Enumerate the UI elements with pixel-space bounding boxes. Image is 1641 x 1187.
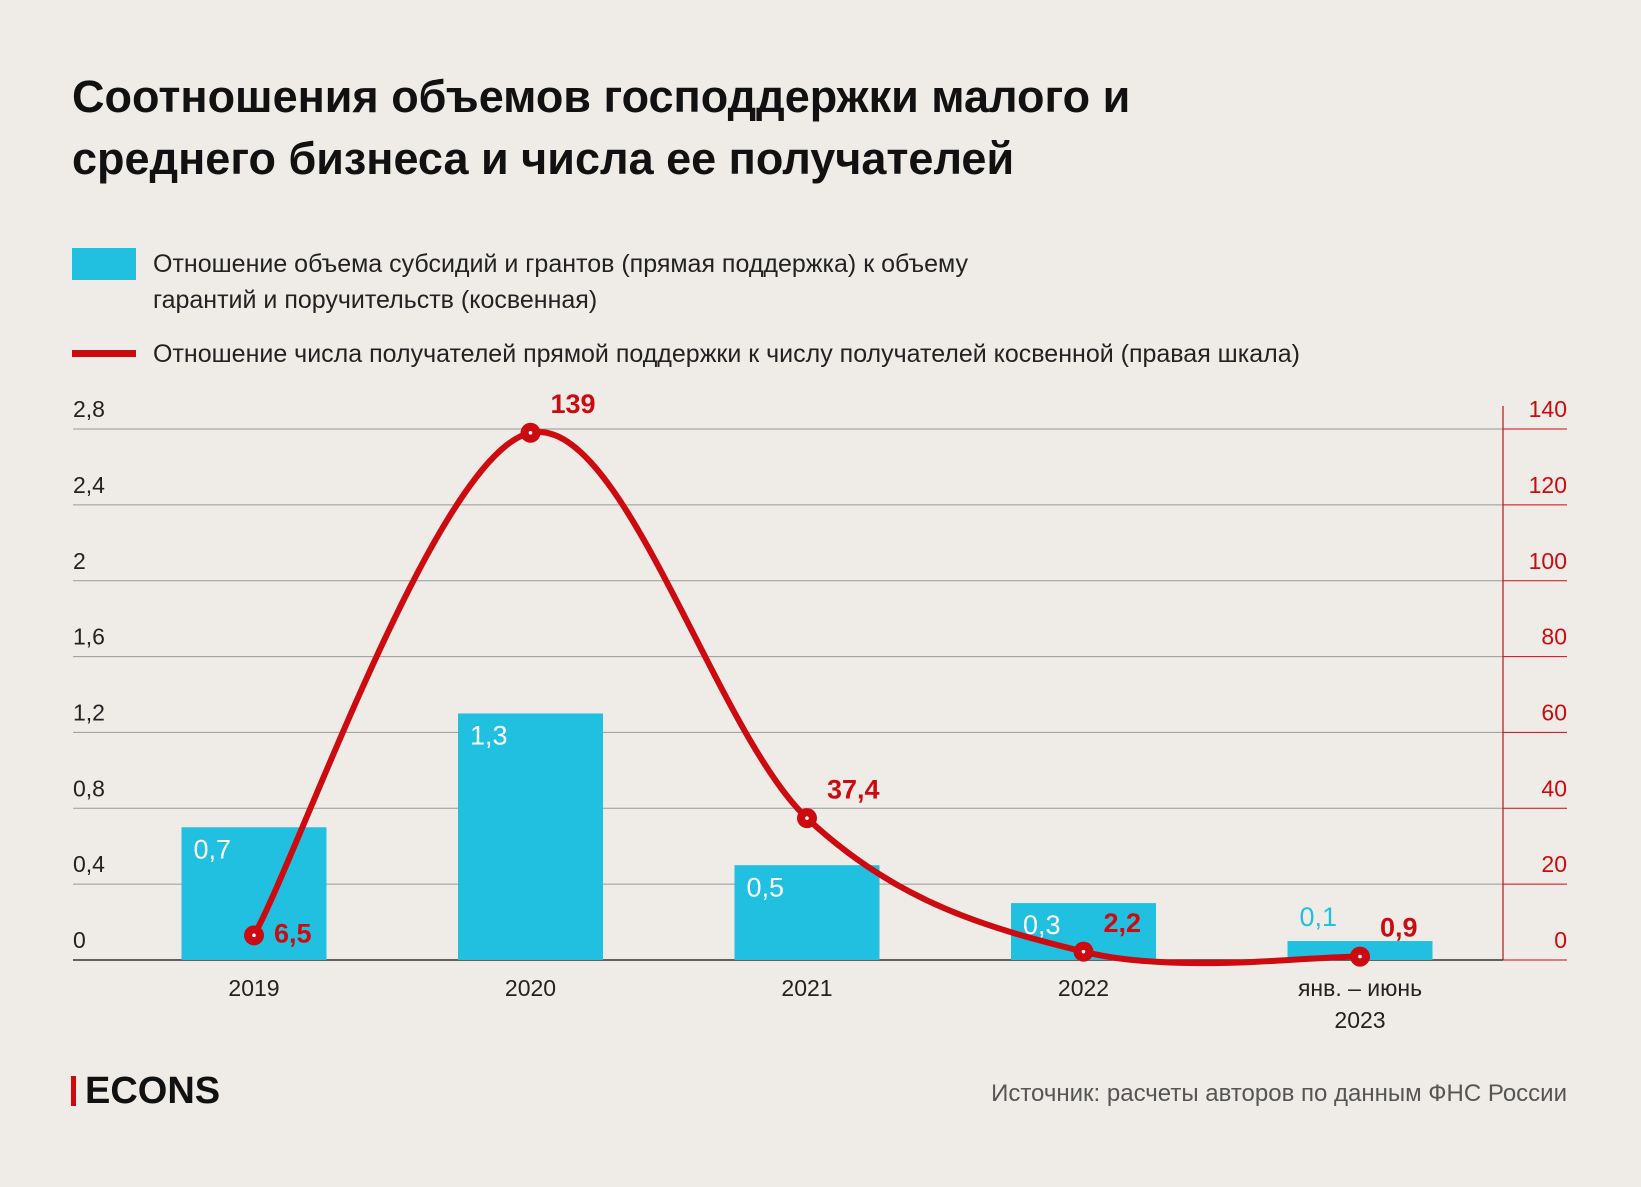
x-tick-label: 2020	[504, 975, 557, 1001]
line-value-label: 139	[551, 389, 596, 419]
line	[251, 429, 1361, 967]
y2-tick-label: 120	[1529, 472, 1567, 498]
logo-bar	[71, 1076, 76, 1106]
y-tick-label: 1,2	[73, 700, 105, 726]
bar-value-label: 0,7	[194, 834, 232, 864]
point-dot	[1358, 954, 1362, 959]
x-tick-label: 2022	[1057, 975, 1110, 1001]
y-tick-label: 2	[73, 548, 86, 574]
line-value-label: 2,2	[1104, 908, 1142, 938]
y2-tick-label: 0	[1554, 927, 1567, 953]
legend-label: Отношение числа получателей прямой подде…	[153, 340, 1300, 368]
y2-tick-label: 40	[1541, 775, 1567, 801]
y-tick-label: 0,4	[73, 851, 105, 877]
y-tick-label: 0	[73, 927, 86, 953]
point-dot	[252, 933, 256, 938]
y-tick-label: 2,8	[73, 396, 105, 422]
line-value-label: 0,9	[1380, 913, 1418, 943]
legend-label: Отношение объема субсидий и грантов (пря…	[153, 250, 968, 314]
logo: ECONS	[85, 1070, 221, 1112]
y-tick-label: 0,8	[73, 775, 105, 801]
y-tick-label: 1,6	[73, 624, 105, 650]
line-value-label: 37,4	[827, 774, 880, 804]
y2-tick-label: 100	[1529, 548, 1567, 574]
source: Источник: расчеты авторов по данным ФНС …	[991, 1080, 1567, 1107]
point-dot	[1081, 949, 1086, 954]
y-tick-label: 2,4	[73, 472, 105, 498]
x-tick-label: янв. – июнь 2023	[1297, 975, 1423, 1033]
x-tick-label: 2019	[228, 975, 280, 1001]
legend-swatch	[72, 248, 136, 280]
x-tick-label: 2021	[781, 975, 833, 1001]
legend-swatch	[72, 350, 136, 357]
y2-tick-label: 20	[1541, 851, 1567, 877]
y2-tick-label: 80	[1541, 624, 1567, 650]
y2-tick-label: 60	[1541, 700, 1567, 726]
chart-title: Соотношения объемов господдержки малого …	[72, 71, 1131, 184]
line-value-label: 6,5	[274, 918, 312, 948]
point-dot	[805, 816, 809, 820]
point-dot	[528, 430, 533, 435]
bar	[458, 713, 603, 960]
bar	[734, 865, 880, 960]
bar-value-label: 1,3	[470, 721, 508, 751]
bar-value-label: 0,1	[1300, 902, 1338, 932]
bar-value-label: 0,5	[747, 872, 785, 902]
y2-tick-label: 140	[1529, 396, 1567, 422]
